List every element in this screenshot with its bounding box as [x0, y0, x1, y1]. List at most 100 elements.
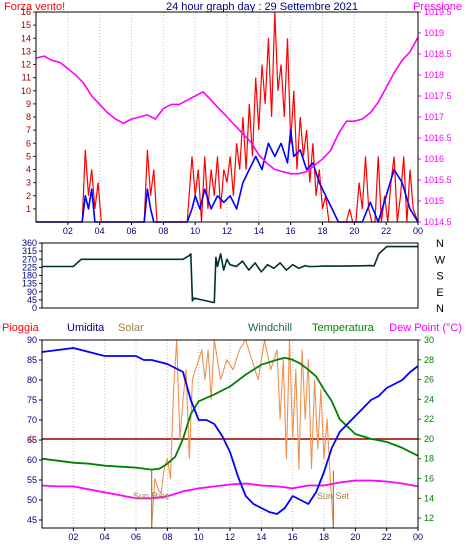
humidity-y-tick-label: 90	[27, 335, 37, 345]
panel1-x-label: 16	[286, 226, 296, 236]
panel3-x-label: 12	[225, 532, 235, 542]
direction-y-tick-label: 90	[27, 287, 37, 297]
wind-direction-series	[42, 245, 418, 304]
panel1-x-label: 20	[349, 226, 359, 236]
temperature-y-tick-label: 28	[424, 355, 434, 365]
dewpoint-series	[41, 479, 419, 500]
direction-y-tick-label: 135	[22, 279, 37, 289]
temperature-y-tick-label: 16	[424, 474, 434, 484]
solar-series	[42, 339, 418, 529]
panel3-x-label: 22	[382, 532, 392, 542]
rain-zero-label: 0	[29, 434, 34, 444]
wind-y-tick-label: 12	[21, 60, 31, 70]
wind-y-tick-label: 1	[26, 204, 31, 214]
wind-y-tick-label: 13	[21, 46, 31, 56]
panel1-x-label: 02	[63, 226, 73, 236]
humidity-y-tick-label: 70	[27, 415, 37, 425]
temperature-y-tick-label: 30	[424, 335, 434, 345]
panel1-x-label: 00	[413, 226, 423, 236]
humidity-y-tick-label: 80	[27, 375, 37, 385]
panel1-x-label: 06	[126, 226, 136, 236]
pressure-y-tick-label: 1015.5	[424, 175, 452, 185]
panel1-x-label: 14	[254, 226, 264, 236]
temperature-y-tick-label: 20	[424, 434, 434, 444]
wind-y-tick-label: 8	[26, 112, 31, 122]
humidity-y-tick-label: 65	[27, 435, 37, 445]
humidity-y-tick-label: 85	[27, 355, 37, 365]
legend-4: Temperatura	[312, 322, 375, 334]
legend-5: Dew Point (°C)	[389, 322, 462, 334]
direction-y-tick-label: 225	[22, 262, 37, 272]
pressure-y-tick-label: 1017	[424, 112, 444, 122]
compass-label: W	[435, 254, 446, 266]
temperature-y-tick-label: 12	[424, 513, 434, 523]
compass-label: S	[436, 271, 443, 283]
wind-y-tick-label: 7	[26, 125, 31, 135]
pressure-y-tick-label: 1018	[424, 70, 444, 80]
wind-y-tick-label: 6	[26, 138, 31, 148]
wind-y-tick-label: 5	[26, 151, 31, 161]
wind-y-tick-label: 3	[26, 178, 31, 188]
panel3-x-label: 18	[319, 532, 329, 542]
pressure-y-tick-label: 1014.5	[424, 217, 452, 227]
compass-label: N	[436, 303, 444, 315]
panel3-x-label: 04	[100, 532, 110, 542]
panel3-x-label: 14	[256, 532, 266, 542]
wind-speed-series	[36, 129, 419, 223]
direction-y-tick-label: 180	[22, 271, 37, 281]
temperature-y-tick-label: 22	[424, 414, 434, 424]
panel1-x-label: 10	[190, 226, 200, 236]
wind-y-tick-label: 16	[21, 7, 31, 17]
compass-label: N	[436, 238, 444, 250]
pressure-y-tick-label: 1019.5	[424, 7, 452, 17]
temperature-series	[41, 356, 419, 471]
wind-y-tick-label: 15	[21, 20, 31, 30]
temperature-y-tick-label: 24	[424, 394, 434, 404]
direction-y-tick-label: 360	[22, 238, 37, 248]
pressure-y-tick-label: 1015	[424, 196, 444, 206]
legend-2: Solar	[118, 322, 144, 334]
pressure-y-tick-label: 1017.5	[424, 91, 452, 101]
sunset-label: Sun Set	[317, 491, 350, 501]
wind-y-tick-label: 2	[26, 191, 31, 201]
direction-y-tick-label: 270	[22, 254, 37, 264]
wind-y-tick-label: 11	[22, 73, 31, 83]
panel1-x-label: 12	[222, 226, 232, 236]
humidity-y-tick-label: 55	[27, 475, 37, 485]
temperature-y-tick-label: 14	[424, 493, 434, 503]
pressure-y-tick-label: 1019	[424, 28, 444, 38]
compass-label: E	[436, 287, 443, 299]
wind-axis-title: Forza vento!	[4, 1, 65, 13]
panel1-x-label: 08	[158, 226, 168, 236]
panel1-title: 24 hour graph day : 29 Settembre 2021	[166, 1, 358, 13]
panel3-x-label: 10	[194, 532, 204, 542]
temperature-y-tick-label: 26	[424, 375, 434, 385]
wind-y-tick-label: 10	[21, 86, 31, 96]
panel3-x-label: 08	[162, 532, 172, 542]
panel2-frame	[41, 242, 419, 309]
direction-y-tick-label: 0	[32, 303, 37, 313]
humidity-y-tick-label: 45	[27, 515, 37, 525]
humidity-y-tick-label: 75	[27, 395, 37, 405]
legend-0: Pioggia	[2, 322, 40, 334]
legend-1: Umidita	[67, 322, 105, 334]
wind-y-tick-label: 4	[26, 165, 31, 175]
panel3-x-label: 06	[131, 532, 141, 542]
temperature-y-tick-label: 18	[424, 454, 434, 464]
humidity-y-tick-label: 50	[27, 495, 37, 505]
direction-y-tick-label: 45	[27, 295, 37, 305]
panel1-x-label: 22	[381, 226, 391, 236]
panel1-x-label: 04	[95, 226, 105, 236]
pressure-y-tick-label: 1016.5	[424, 133, 452, 143]
panel3-x-label: 20	[350, 532, 360, 542]
pressure-axis-title: Pressione	[413, 1, 462, 13]
wind-y-tick-label: 14	[21, 33, 31, 43]
pressure-y-tick-label: 1018.5	[424, 49, 452, 59]
pressure-y-tick-label: 1016	[424, 154, 444, 164]
legend-3: Windchill	[248, 322, 292, 334]
panel3-x-label: 16	[288, 532, 298, 542]
panel3-x-label: 00	[413, 532, 423, 542]
pressure-series	[35, 36, 419, 175]
